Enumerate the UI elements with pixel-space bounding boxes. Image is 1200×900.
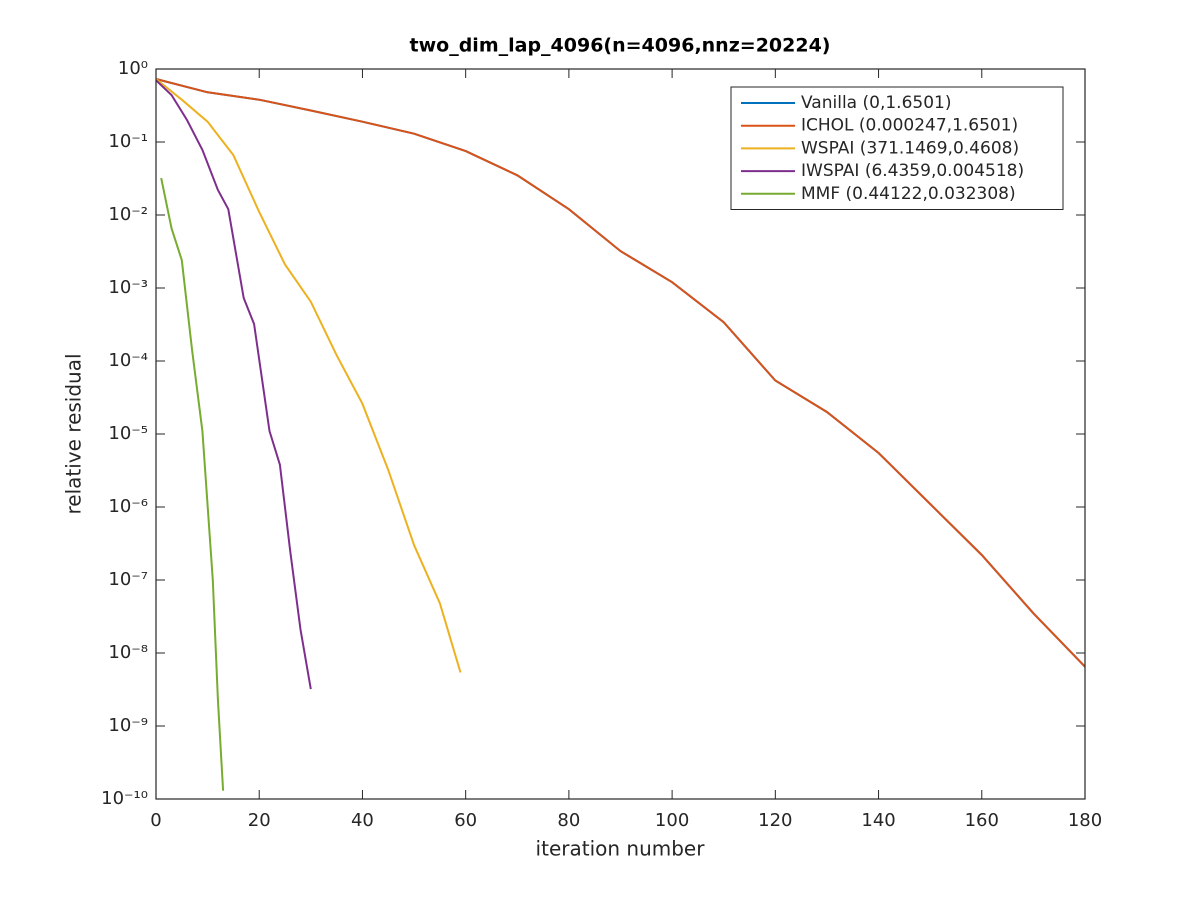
y-tick-label: 10⁻⁵ xyxy=(108,423,148,444)
series-line xyxy=(155,78,462,673)
y-tick-label: 10⁻¹⁰ xyxy=(101,788,148,809)
legend-label: WSPAI (371.1469,0.4608) xyxy=(801,138,1019,158)
y-tick-label: 10⁻⁷ xyxy=(108,569,148,590)
y-tick-label: 10⁻⁴ xyxy=(108,350,148,371)
y-tick-label: 10⁻¹ xyxy=(108,131,148,152)
x-tick-label: 40 xyxy=(351,810,374,831)
x-tick-label: 60 xyxy=(454,810,477,831)
chart-title: two_dim_lap_4096(n=4096,nnz=20224) xyxy=(410,35,831,57)
x-tick-label: 20 xyxy=(248,810,271,831)
y-tick-label: 10⁰ xyxy=(118,58,148,79)
legend-label: MMF (0.44122,0.032308) xyxy=(801,184,1016,204)
legend-label: IWSPAI (6.4359,0.004518) xyxy=(801,161,1024,181)
x-tick-label: 120 xyxy=(758,810,792,831)
x-tick-label: 140 xyxy=(861,810,895,831)
x-tick-label: 0 xyxy=(150,810,161,831)
y-tick-label: 10⁻⁹ xyxy=(108,715,148,736)
x-axis-label: iteration number xyxy=(536,837,706,861)
y-tick-label: 10⁻⁶ xyxy=(108,496,148,517)
y-tick-label: 10⁻² xyxy=(108,204,148,225)
axes-box xyxy=(155,68,1086,800)
y-tick-label: 10⁻³ xyxy=(108,277,148,298)
legend-label: Vanilla (0,1.6501) xyxy=(801,93,951,113)
series-line xyxy=(155,78,1086,668)
series-line xyxy=(155,79,312,690)
y-axis-label: relative residual xyxy=(62,353,86,514)
legend-label: ICHOL (0.000247,1.6501) xyxy=(801,116,1018,136)
x-tick-label: 100 xyxy=(655,810,689,831)
x-tick-label: 80 xyxy=(557,810,580,831)
x-tick-label: 160 xyxy=(965,810,999,831)
y-tick-label: 10⁻⁸ xyxy=(108,642,148,663)
x-tick-label: 180 xyxy=(1068,810,1102,831)
series-line xyxy=(160,177,225,791)
